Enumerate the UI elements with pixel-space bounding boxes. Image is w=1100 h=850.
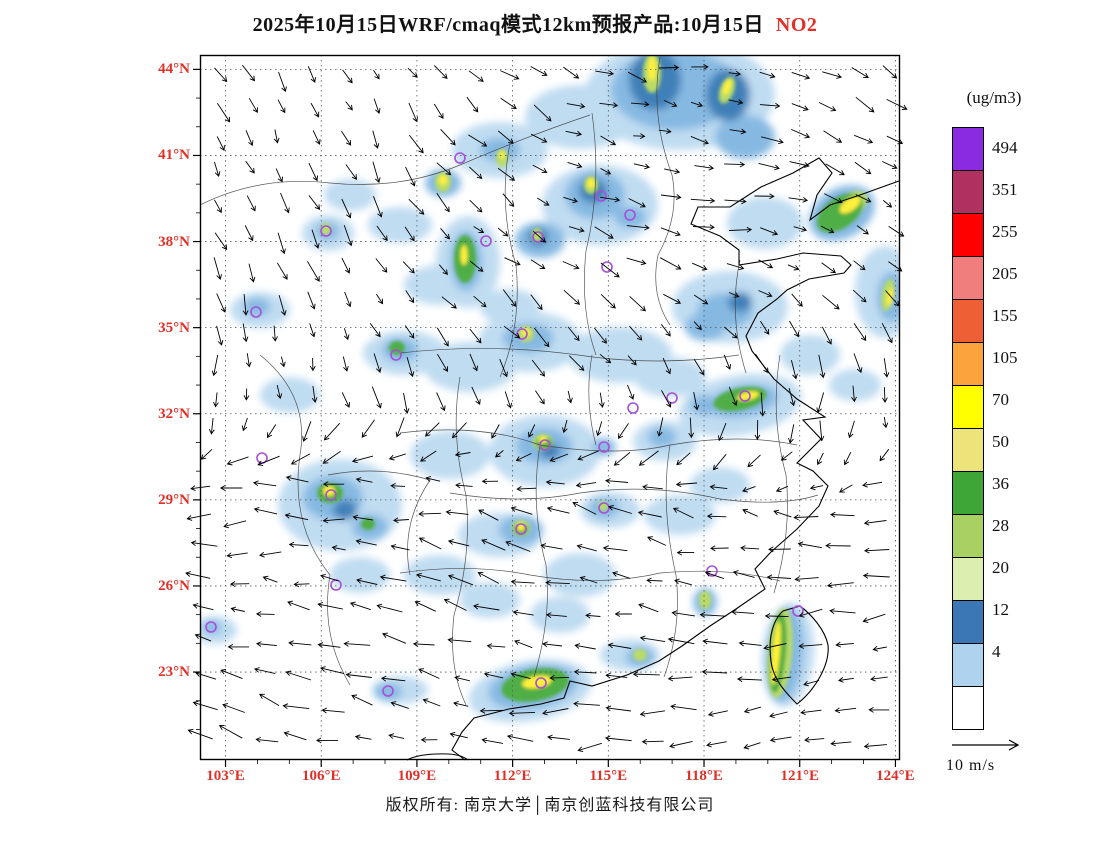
map-plot xyxy=(185,54,908,767)
wind-scale-label: 10 m/s xyxy=(946,757,996,774)
lon-axis-label: 112°E xyxy=(493,768,532,784)
title-text: 2025年10月15日WRF/cmaq模式12km预报产品:10月15日 xyxy=(252,14,764,36)
colorbar-cell xyxy=(953,299,983,342)
city-marker xyxy=(739,390,751,402)
lon-axis-label: 121°E xyxy=(780,768,819,784)
city-marker xyxy=(532,231,544,243)
colorbar-cell xyxy=(953,514,983,557)
pollutant-label: NO2 xyxy=(775,14,818,36)
colorbar-label: 105 xyxy=(992,348,1018,367)
city-marker xyxy=(382,685,394,697)
colorbar-label: 28 xyxy=(992,516,1009,535)
colorbar-cell xyxy=(953,256,983,299)
colorbar-cell xyxy=(953,170,983,213)
lat-axis-label: 35°N xyxy=(158,319,190,336)
colorbar-label: 255 xyxy=(992,222,1018,241)
colorbar-cell xyxy=(953,128,983,170)
city-marker xyxy=(205,621,217,633)
city-marker xyxy=(792,605,804,617)
city-marker xyxy=(535,677,547,689)
lon-axis-label: 109°E xyxy=(397,768,437,784)
colorbar-label: 70 xyxy=(992,390,1009,409)
city-marker xyxy=(539,439,551,451)
city-marker xyxy=(250,306,262,318)
city-marker xyxy=(454,152,466,164)
pollution-field xyxy=(201,56,899,723)
city-marker xyxy=(515,523,527,535)
lat-axis-label: 23°N xyxy=(158,664,190,681)
colorbar-label: 351 xyxy=(992,180,1018,199)
lat-axis-label: 26°N xyxy=(158,577,190,594)
lat-axis-label: 44°N xyxy=(158,61,190,78)
city-marker xyxy=(666,392,678,404)
colorbar-cell xyxy=(953,213,983,256)
colorbar-cell xyxy=(953,428,983,471)
colorbar-cell xyxy=(953,643,983,686)
map-frame xyxy=(199,54,901,761)
colorbar-label: 155 xyxy=(992,306,1018,325)
city-marker xyxy=(390,349,402,361)
city-markers xyxy=(205,152,804,697)
colorbar-cell xyxy=(953,342,983,385)
wind-scale-arrow-icon xyxy=(952,739,1020,751)
city-marker xyxy=(516,328,528,340)
province-boundaries xyxy=(201,56,819,706)
city-marker xyxy=(320,225,332,237)
city-marker xyxy=(706,565,718,577)
city-marker xyxy=(480,235,492,247)
lat-axis-label: 29°N xyxy=(158,491,190,508)
colorbar xyxy=(952,127,984,730)
city-marker xyxy=(598,502,610,514)
wind-vectors xyxy=(185,64,908,753)
city-marker xyxy=(627,402,639,414)
city-marker xyxy=(601,261,613,273)
copyright-text: 版权所有: 南京大学│南京创蓝科技有限公司 xyxy=(385,797,715,814)
graticule xyxy=(200,55,900,760)
colorbar-label: 4 xyxy=(992,642,1001,661)
lat-axis-label: 32°N xyxy=(158,405,190,422)
lon-axis-label: 106°E xyxy=(301,768,341,784)
colorbar-label: 205 xyxy=(992,264,1018,283)
axis-ticks xyxy=(193,68,897,767)
colorbar-cell xyxy=(953,686,983,729)
colorbar-label: 50 xyxy=(992,432,1009,451)
city-marker xyxy=(325,489,337,501)
lat-axis-label: 38°N xyxy=(158,233,190,250)
colorbar-cell xyxy=(953,557,983,600)
coastline xyxy=(406,157,900,761)
city-marker xyxy=(595,190,607,202)
lon-axis-label: 103°E xyxy=(206,768,245,784)
colorbar-label: 20 xyxy=(992,558,1009,577)
city-marker xyxy=(598,441,610,453)
lon-axis-label: 124°E xyxy=(876,768,915,784)
colorbar-cell xyxy=(953,471,983,514)
lon-axis-label: 118°E xyxy=(685,768,723,784)
lat-axis-label: 41°N xyxy=(158,147,190,164)
colorbar-cell xyxy=(953,600,983,643)
colorbar-label: 12 xyxy=(992,600,1009,619)
colorbar-unit-label: (ug/m3) xyxy=(966,88,1022,107)
page-title: 2025年10月15日WRF/cmaq模式12km预报产品:10月15日 NO2 xyxy=(15,8,1055,37)
colorbar-label: 494 xyxy=(992,138,1018,157)
lon-axis-label: 115°E xyxy=(589,768,628,784)
colorbar-cell xyxy=(953,385,983,428)
map-canvas xyxy=(185,54,908,767)
colorbar-label: 36 xyxy=(992,474,1009,493)
city-marker xyxy=(624,209,636,221)
